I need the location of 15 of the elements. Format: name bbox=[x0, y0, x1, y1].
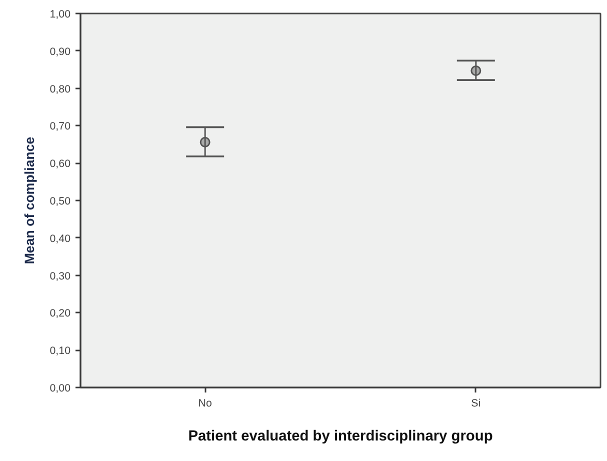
y-tick-label: 1,00 bbox=[50, 8, 71, 20]
x-axis-title: Patient evaluated by interdisciplinary group bbox=[188, 428, 493, 444]
y-tick-label: 0,40 bbox=[50, 232, 71, 245]
y-tick-label: 0,20 bbox=[50, 308, 71, 320]
y-axis-title: Mean of compliance bbox=[22, 136, 37, 264]
y-tick-label: 0,70 bbox=[50, 120, 71, 133]
x-tick-label: Si bbox=[471, 398, 481, 410]
y-tick-label: 0,60 bbox=[50, 158, 71, 170]
x-tick-label: No bbox=[198, 398, 212, 410]
y-tick-label: 0,90 bbox=[50, 46, 71, 58]
y-tick-label: 0,00 bbox=[50, 382, 71, 394]
y-tick-label: 0,80 bbox=[50, 83, 71, 96]
y-tick-label: 0,10 bbox=[50, 345, 71, 358]
y-tick-label: 0,30 bbox=[50, 270, 71, 282]
y-tick-label: 0,50 bbox=[50, 196, 71, 208]
